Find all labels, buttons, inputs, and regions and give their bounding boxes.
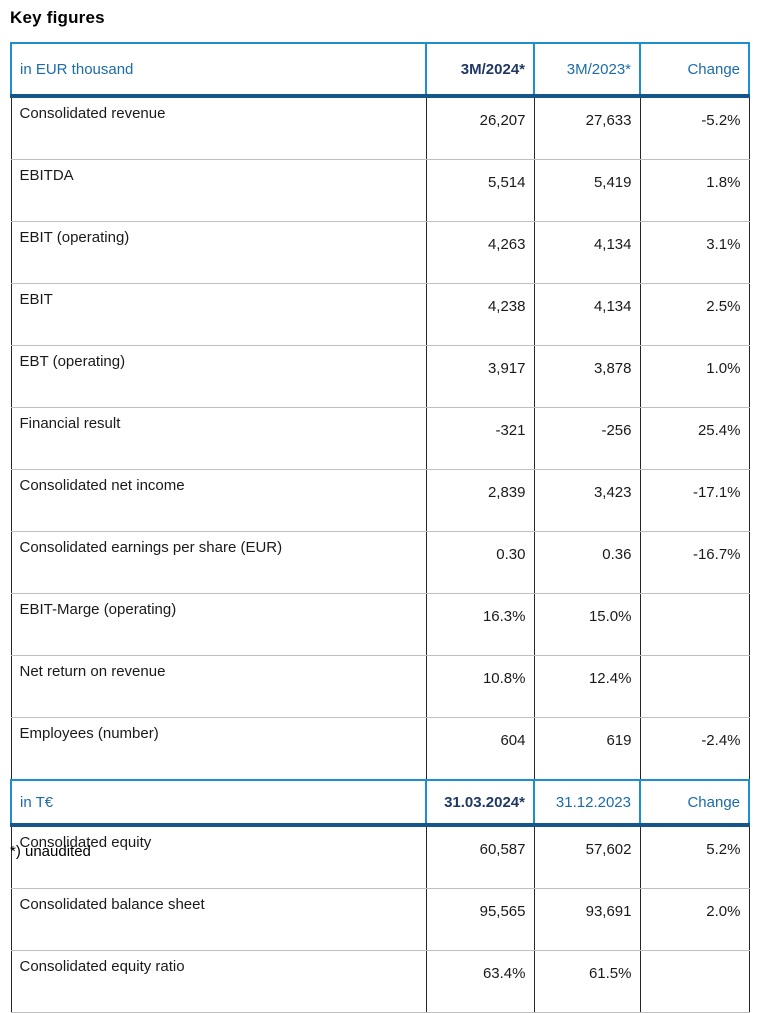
row-current-value: 95,565 [426,888,535,951]
table-row: EBT (operating) 3,917 3,878 1.0% [10,345,750,408]
row-change-value: 3.1% [640,221,750,284]
row-current-value: 604 [426,717,535,781]
row-label: Consolidated equity ratio [10,950,427,1013]
row-label: Consolidated balance sheet [10,888,427,951]
key-figures-table: in EUR thousand 3M/2024* 3M/2023* Change… [10,42,750,1013]
row-label: EBIT (operating) [10,221,427,284]
row-prior-value: 12.4% [534,655,641,718]
row-current-value: 4,263 [426,221,535,284]
prior-period-header: 3M/2023* [533,42,641,98]
row-change-value: 1.8% [640,159,750,222]
row-change-value: 2.5% [640,283,750,346]
row-label: EBIT-Marge (operating) [10,593,427,656]
row-change-value: -16.7% [640,531,750,594]
row-change-value: 2.0% [640,888,750,951]
row-label: Consolidated earnings per share (EUR) [10,531,427,594]
row-current-value: 16.3% [426,593,535,656]
table-row: Consolidated equity 60,587 57,602 5.2% [10,825,750,889]
row-label: EBIT [10,283,427,346]
row-prior-value: 15.0% [534,593,641,656]
change-header: Change [639,779,750,827]
table-row: Financial result -321 -256 25.4% [10,407,750,470]
row-current-value: 60,587 [426,825,535,889]
table-row: EBITDA 5,514 5,419 1.8% [10,159,750,222]
row-label: Consolidated revenue [10,96,427,160]
current-period-header: 31.03.2024* [425,779,535,827]
row-change-value: 5.2% [640,825,750,889]
row-prior-value: 61.5% [534,950,641,1013]
row-change-value: -2.4% [640,717,750,781]
row-current-value: 3,917 [426,345,535,408]
section-1-header-row: in EUR thousand 3M/2024* 3M/2023* Change [10,42,750,98]
row-label: Net return on revenue [10,655,427,718]
change-header: Change [639,42,750,98]
row-change-value: -17.1% [640,469,750,532]
row-label: Consolidated equity [10,825,427,889]
unaudited-footnote: *) unaudited [10,843,91,860]
row-prior-value: 57,602 [534,825,641,889]
table-row: EBIT-Marge (operating) 16.3% 15.0% [10,593,750,656]
row-label: EBITDA [10,159,427,222]
current-period-header: 3M/2024* [425,42,535,98]
row-prior-value: 4,134 [534,221,641,284]
row-change-value: -5.2% [640,96,750,160]
row-current-value: 0.30 [426,531,535,594]
row-label: Consolidated net income [10,469,427,532]
row-current-value: 2,839 [426,469,535,532]
table-row: Employees (number) 604 619 -2.4% [10,717,750,781]
row-current-value: 4,238 [426,283,535,346]
row-change-value [640,593,750,656]
table-row: Consolidated earnings per share (EUR) 0.… [10,531,750,594]
row-label: Employees (number) [10,717,427,781]
table-row: Consolidated balance sheet 95,565 93,691… [10,888,750,951]
row-prior-value: 3,878 [534,345,641,408]
row-prior-value: -256 [534,407,641,470]
row-change-value [640,950,750,1013]
row-prior-value: 27,633 [534,96,641,160]
prior-period-header: 31.12.2023 [533,779,641,827]
row-change-value: 1.0% [640,345,750,408]
table-row: Consolidated revenue 26,207 27,633 -5.2% [10,96,750,160]
row-prior-value: 0.36 [534,531,641,594]
row-label: EBT (operating) [10,345,427,408]
row-current-value: 10.8% [426,655,535,718]
row-prior-value: 5,419 [534,159,641,222]
row-prior-value: 4,134 [534,283,641,346]
row-label: Financial result [10,407,427,470]
row-current-value: -321 [426,407,535,470]
row-prior-value: 619 [534,717,641,781]
table-row: EBIT 4,238 4,134 2.5% [10,283,750,346]
unit-label: in T€ [10,779,427,827]
table-row: Consolidated equity ratio 63.4% 61.5% [10,950,750,1013]
row-prior-value: 93,691 [534,888,641,951]
row-current-value: 26,207 [426,96,535,160]
row-current-value: 5,514 [426,159,535,222]
page-title: Key figures [10,8,105,27]
row-change-value: 25.4% [640,407,750,470]
table-row: Consolidated net income 2,839 3,423 -17.… [10,469,750,532]
unit-label: in EUR thousand [10,42,427,98]
section-2-header-row: in T€ 31.03.2024* 31.12.2023 Change [10,779,750,827]
row-change-value [640,655,750,718]
table-row: Net return on revenue 10.8% 12.4% [10,655,750,718]
row-prior-value: 3,423 [534,469,641,532]
table-row: EBIT (operating) 4,263 4,134 3.1% [10,221,750,284]
row-current-value: 63.4% [426,950,535,1013]
